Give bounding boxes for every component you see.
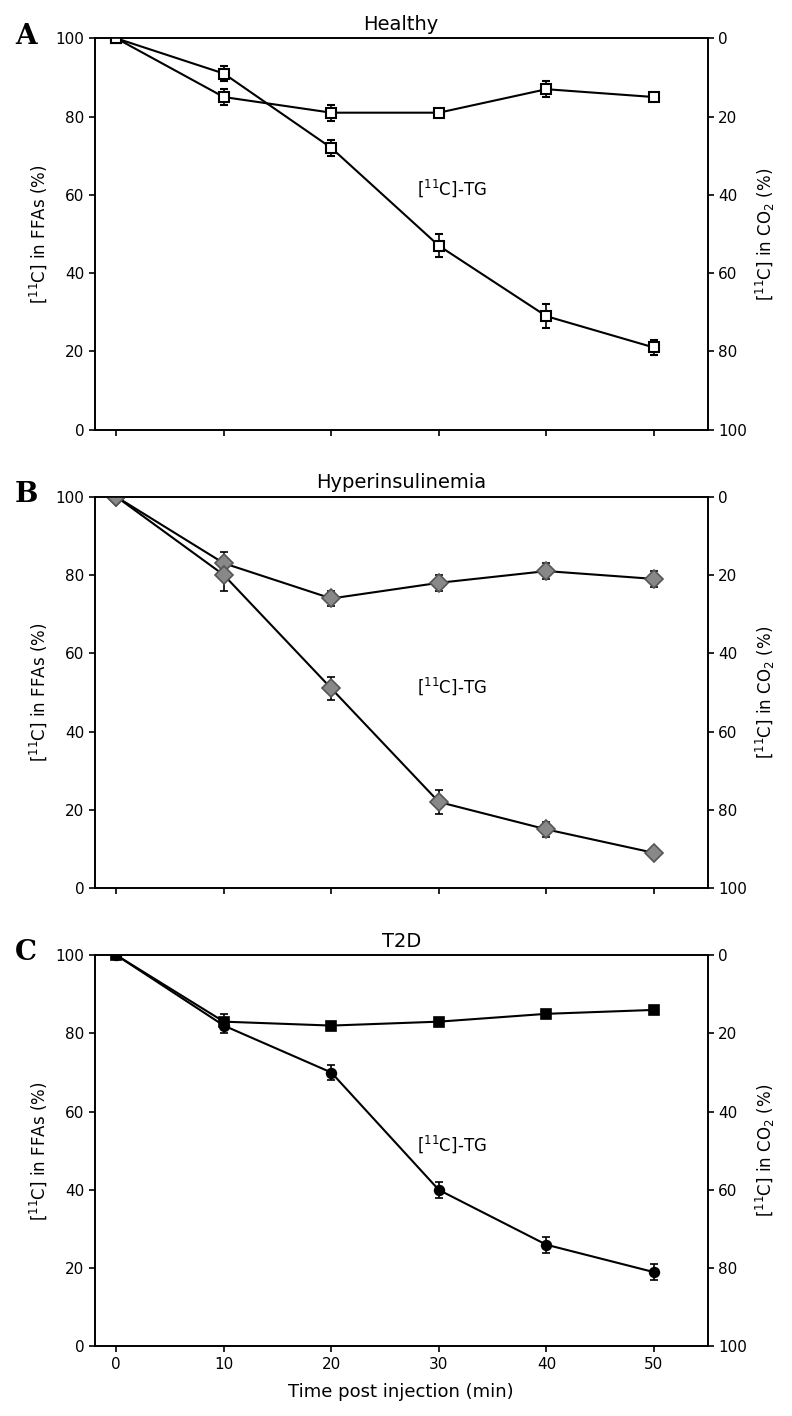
Y-axis label: [$^{11}$C] in FFAs (%): [$^{11}$C] in FFAs (%) — [27, 1080, 48, 1221]
Text: B: B — [15, 481, 39, 508]
Text: [$^{11}$C]-TG: [$^{11}$C]-TG — [417, 675, 487, 697]
Y-axis label: [$^{11}$C] in CO$_2$ (%): [$^{11}$C] in CO$_2$ (%) — [754, 1085, 777, 1218]
X-axis label: Time post injection (min): Time post injection (min) — [288, 1383, 514, 1400]
Text: A: A — [15, 23, 36, 50]
Title: T2D: T2D — [382, 932, 421, 950]
Text: C: C — [15, 939, 37, 967]
Text: [$^{11}$C]-TG: [$^{11}$C]-TG — [417, 177, 487, 200]
Y-axis label: [$^{11}$C] in FFAs (%): [$^{11}$C] in FFAs (%) — [27, 623, 48, 762]
Y-axis label: [$^{11}$C] in FFAs (%): [$^{11}$C] in FFAs (%) — [27, 164, 48, 304]
Title: Healthy: Healthy — [364, 16, 439, 34]
Y-axis label: [$^{11}$C] in CO$_2$ (%): [$^{11}$C] in CO$_2$ (%) — [754, 167, 777, 300]
Title: Hyperinsulinemia: Hyperinsulinemia — [316, 473, 486, 493]
Text: [$^{11}$C]-TG: [$^{11}$C]-TG — [417, 1133, 487, 1155]
Y-axis label: [$^{11}$C] in CO$_2$ (%): [$^{11}$C] in CO$_2$ (%) — [754, 626, 777, 759]
